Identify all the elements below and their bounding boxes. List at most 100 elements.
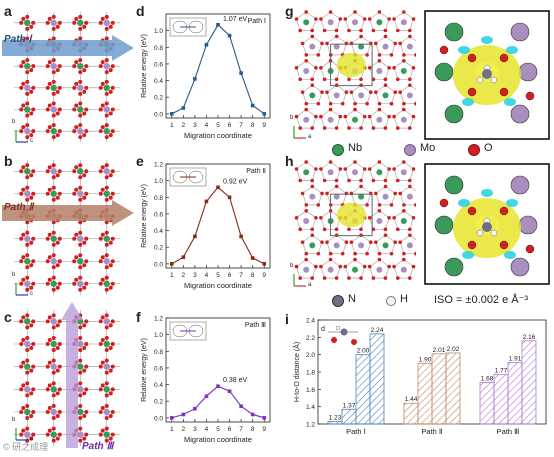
nb-atom — [103, 235, 110, 242]
o-atom — [347, 276, 351, 280]
nb-atom — [77, 19, 84, 27]
panel-d-letter: d — [136, 3, 145, 19]
o-atom — [19, 387, 24, 392]
o-atom — [78, 325, 83, 330]
o-atom — [314, 114, 318, 119]
nb-atom — [24, 168, 31, 175]
polyhedron-edge — [399, 84, 416, 105]
x-tick-label: 3 — [193, 426, 197, 433]
o-atom — [377, 53, 382, 57]
o-atom — [362, 114, 367, 119]
polyhedron-edge — [326, 35, 347, 56]
o-atom — [45, 432, 50, 437]
mo-atom — [77, 386, 84, 393]
axis-a-g: a — [308, 134, 312, 140]
o-atom — [304, 101, 309, 106]
n-atom — [482, 222, 492, 232]
o-atom — [25, 370, 30, 375]
o-atom — [47, 16, 52, 21]
nb-swatch-icon — [332, 144, 344, 156]
o-atom — [108, 133, 113, 138]
o-atom — [369, 90, 373, 94]
o-atom — [21, 360, 26, 365]
distance-bar — [355, 354, 371, 425]
o-atom — [84, 432, 89, 437]
o-atom — [84, 259, 89, 264]
x-tick-label: 9 — [262, 426, 266, 433]
o-atom — [25, 113, 30, 118]
charge-depletion — [462, 251, 474, 259]
metal-atom — [303, 218, 310, 224]
o-atom — [31, 387, 36, 392]
o-atom — [319, 167, 323, 171]
energy-point — [216, 185, 220, 190]
o-atom — [98, 432, 103, 437]
o-atom — [359, 34, 363, 39]
mo-atom — [103, 62, 110, 70]
o-atom — [55, 323, 60, 328]
polyhedron-edge — [344, 109, 366, 129]
o-atom — [47, 315, 52, 320]
polyhedron-edge — [350, 185, 372, 206]
o-atom — [82, 133, 87, 138]
o-atom — [402, 209, 406, 213]
o-atom — [365, 53, 369, 57]
o-atom — [82, 368, 87, 373]
o-atom — [310, 126, 314, 130]
o-atom — [328, 107, 333, 112]
metal-atom — [382, 92, 389, 99]
o-atom — [31, 64, 36, 69]
o-atom — [45, 259, 50, 264]
o-atom — [98, 236, 103, 241]
o-atom — [110, 20, 115, 25]
bar-value-label: 1.90 — [419, 356, 432, 363]
o-atom — [325, 90, 329, 94]
panel-e-letter: e — [136, 153, 144, 169]
o-atom — [359, 126, 363, 130]
o-atom — [383, 184, 388, 189]
nb-atom — [77, 106, 84, 113]
metal-atom — [376, 116, 383, 123]
o-atom — [51, 393, 56, 398]
o-atom — [298, 126, 302, 130]
polyhedron-edge — [399, 234, 416, 255]
o-atom — [110, 387, 115, 392]
o-atom — [84, 85, 89, 90]
o-atom — [25, 336, 30, 340]
energy-chart-e: 0.0 0.2 0.4 0.6 0.8 1.0 1.2 1 2 3 4 5 6 7 8 9 Migration … — [141, 162, 271, 290]
o-atom — [45, 236, 50, 241]
metal-atom — [376, 218, 383, 224]
o-atom — [51, 416, 56, 420]
o-atom — [104, 426, 109, 431]
o-atom — [31, 432, 36, 437]
o-atom — [371, 178, 376, 183]
o-atom — [78, 275, 83, 280]
iso-label: ISO = ±0.002 e Å⁻³ — [434, 294, 529, 306]
o-atom — [82, 195, 87, 200]
o-atom — [31, 236, 36, 241]
h-atom — [490, 76, 498, 84]
bar-value-label: 1.23 — [329, 414, 342, 421]
polyhedron-edge — [326, 185, 347, 206]
o-atom — [347, 178, 351, 183]
o-atom — [411, 17, 416, 21]
o-atom — [383, 34, 388, 39]
o-atom — [525, 244, 535, 254]
metal-atom — [333, 43, 340, 50]
o-atom — [82, 173, 87, 178]
o-atom — [57, 107, 62, 112]
o-atom — [104, 404, 109, 408]
o-atom — [21, 315, 26, 320]
o-atom — [104, 36, 109, 41]
o-atom — [338, 17, 343, 21]
y-tick-label: 1.2 — [306, 422, 315, 429]
o-atom — [21, 187, 26, 192]
o-atom — [51, 101, 56, 106]
o-atom — [51, 91, 56, 96]
o-atom — [51, 197, 56, 202]
o-atom — [98, 364, 103, 369]
o-atom — [359, 28, 363, 33]
o-atom — [104, 163, 109, 168]
energy-line — [171, 385, 265, 419]
o-atom — [29, 414, 34, 418]
